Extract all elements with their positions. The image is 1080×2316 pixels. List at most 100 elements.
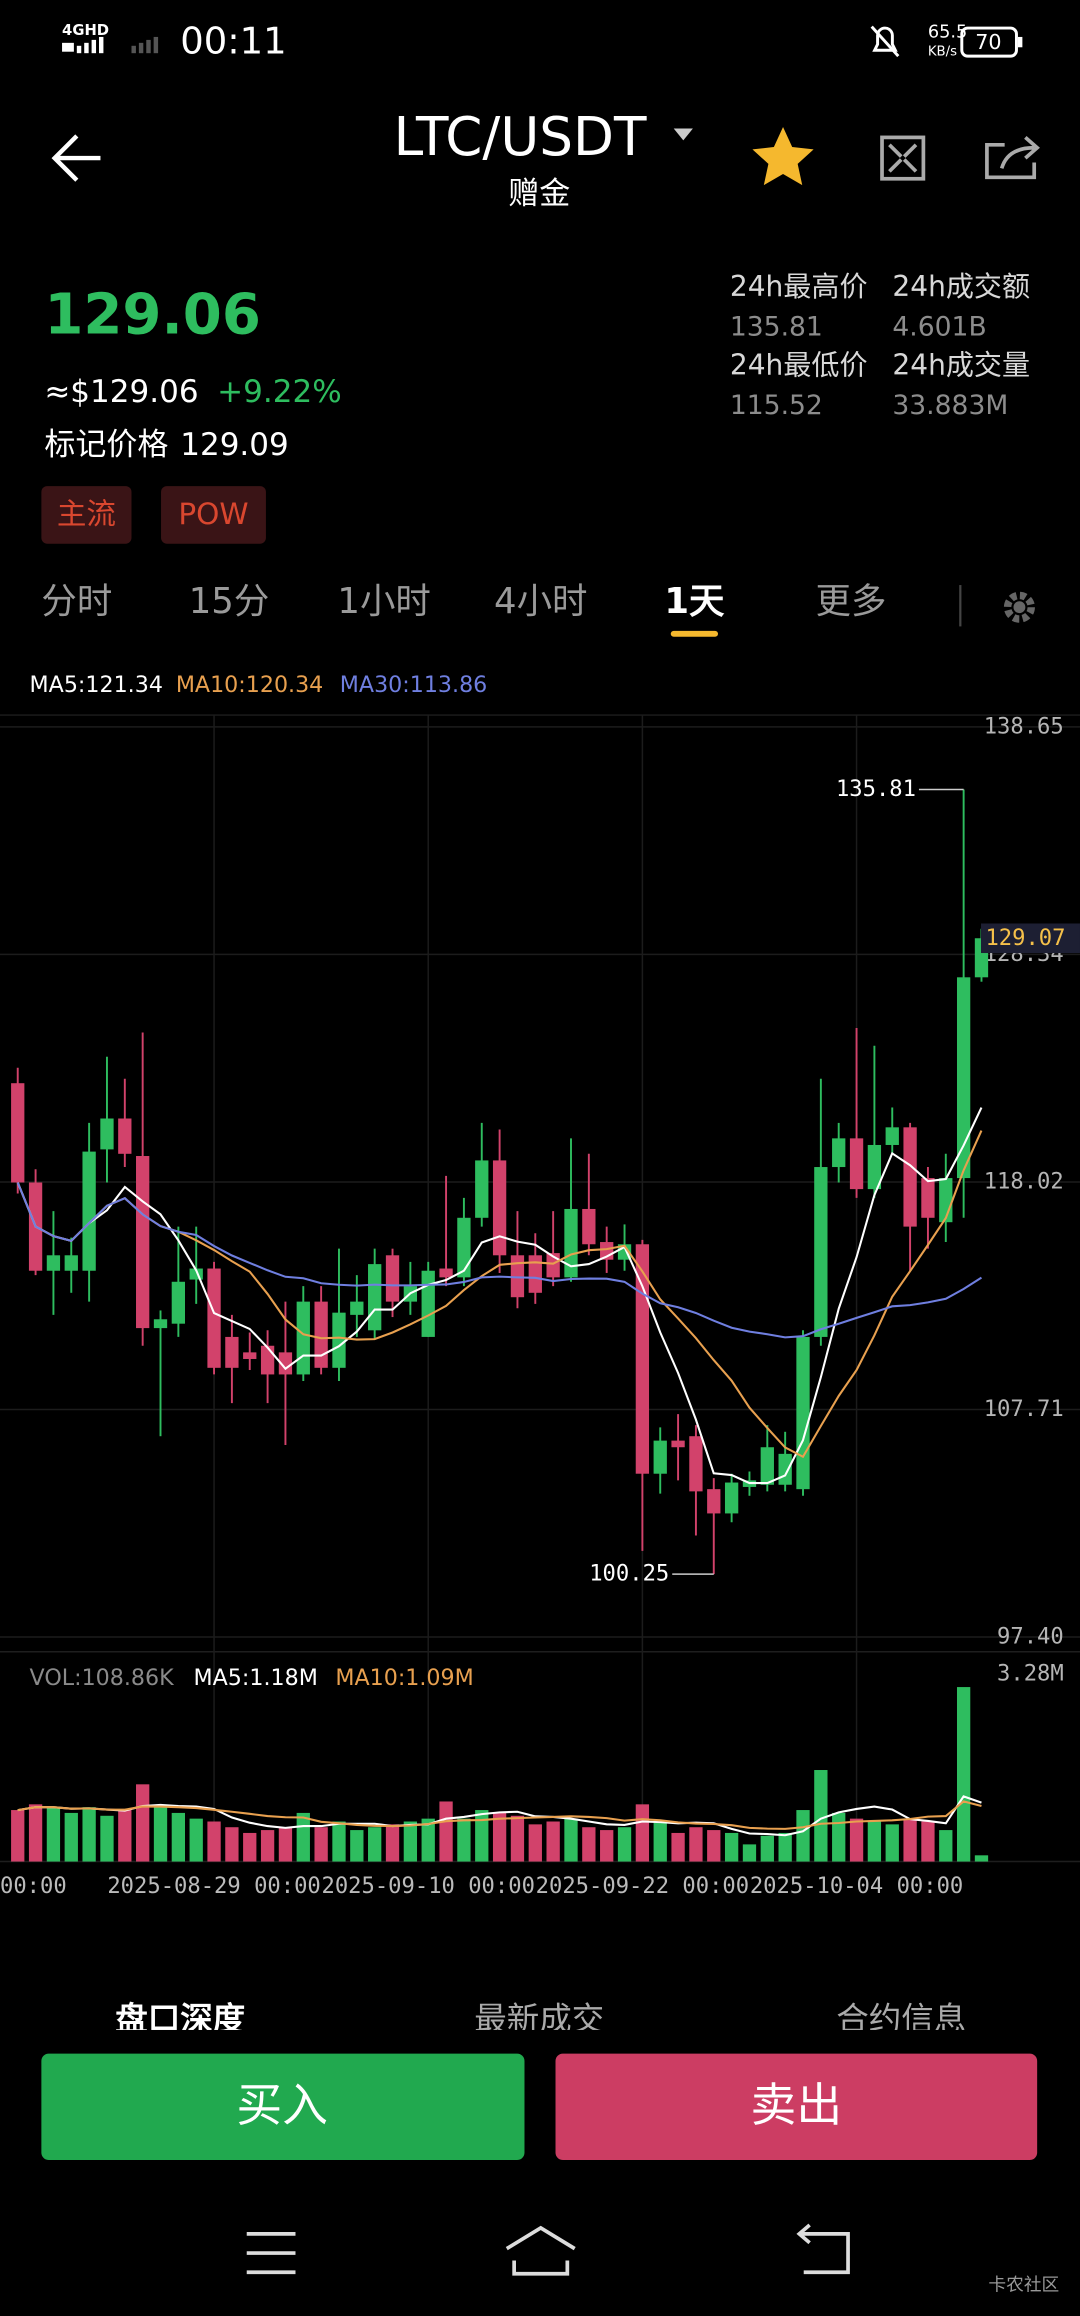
x-tick-label: 00:00 bbox=[0, 1873, 67, 1899]
timeframe-tab[interactable]: 15分 bbox=[189, 581, 270, 622]
home-nav[interactable] bbox=[505, 2225, 576, 2276]
timeframe-tab[interactable]: 分时 bbox=[41, 581, 112, 622]
candle-body bbox=[671, 1440, 685, 1448]
candle-body bbox=[385, 1255, 400, 1302]
candle-body bbox=[724, 1482, 739, 1514]
y-tick-label: 118.02 bbox=[984, 1169, 1064, 1195]
volume-bar bbox=[832, 1812, 846, 1862]
volume-bar bbox=[742, 1844, 757, 1862]
candle-body bbox=[350, 1301, 364, 1315]
tag: 主流 bbox=[57, 497, 116, 531]
mark-label: 标记价格 bbox=[44, 427, 168, 463]
volume-bar bbox=[956, 1687, 971, 1862]
volume-bar bbox=[189, 1818, 203, 1862]
stat-label: 24h最高价 bbox=[730, 270, 868, 303]
volume-bar bbox=[64, 1812, 78, 1862]
fullscreen-button[interactable] bbox=[880, 135, 926, 181]
watermark: 卡农社区 bbox=[988, 2275, 1059, 2296]
volume-bar bbox=[885, 1824, 899, 1862]
ma-line bbox=[16, 1107, 983, 1485]
settings-button[interactable] bbox=[1003, 591, 1035, 623]
share-button[interactable] bbox=[985, 136, 1040, 180]
stat-value: 135.81 bbox=[730, 311, 823, 342]
buy-label[interactable]: 买入 bbox=[236, 2078, 328, 2132]
mute-icon bbox=[870, 25, 900, 58]
mark-price-row: 标记价格 129.09 bbox=[44, 427, 288, 463]
volume-bar bbox=[225, 1827, 239, 1862]
tab-indicator bbox=[670, 630, 719, 637]
candle-body bbox=[867, 1144, 882, 1190]
candle-body bbox=[332, 1312, 346, 1368]
volume-bar bbox=[600, 1830, 614, 1862]
stat-label: 24h最低价 bbox=[730, 348, 868, 381]
volume-bar bbox=[939, 1830, 953, 1862]
volume-bar bbox=[689, 1827, 703, 1862]
candle-body bbox=[100, 1118, 114, 1150]
volume-bar bbox=[492, 1812, 507, 1862]
sell-label[interactable]: 卖出 bbox=[751, 2078, 843, 2132]
pair-dropdown[interactable] bbox=[673, 128, 693, 141]
volume-bar bbox=[260, 1830, 275, 1862]
pair-subtitle: 赠金 bbox=[508, 176, 570, 212]
volume-bar bbox=[118, 1810, 132, 1862]
volume-bar bbox=[171, 1812, 186, 1862]
y-tick-label: 138.65 bbox=[984, 713, 1064, 739]
high-annotation: 135.81 bbox=[836, 776, 916, 802]
volume-tick-label: 3.28M bbox=[997, 1660, 1064, 1686]
timeframe-tab[interactable]: 4小时 bbox=[494, 581, 587, 622]
volume-bar bbox=[546, 1821, 560, 1862]
volume-bar bbox=[100, 1815, 114, 1862]
volume-bar bbox=[350, 1830, 364, 1862]
volume-bar bbox=[867, 1821, 882, 1862]
candle-body bbox=[136, 1156, 150, 1329]
battery-tip bbox=[1017, 36, 1023, 48]
volume-bar bbox=[136, 1784, 150, 1862]
net-speed: 65.5 bbox=[928, 23, 967, 43]
volume-bar bbox=[582, 1827, 596, 1862]
candle-body bbox=[921, 1178, 935, 1218]
candle-body bbox=[885, 1127, 899, 1145]
volume-bar bbox=[724, 1832, 739, 1862]
volume-bar bbox=[617, 1827, 632, 1862]
candle-body bbox=[832, 1138, 846, 1168]
last-price: 129.06 bbox=[44, 282, 261, 347]
network: 4GHD bbox=[62, 22, 109, 39]
candle-body bbox=[207, 1268, 221, 1368]
candle-body bbox=[689, 1436, 703, 1492]
volume-bar bbox=[921, 1821, 935, 1862]
back-button[interactable] bbox=[51, 134, 101, 182]
candle-body bbox=[903, 1127, 917, 1227]
x-tick-label: 2025-10-04 00:00 bbox=[750, 1873, 963, 1899]
buy-button[interactable] bbox=[41, 2053, 525, 2160]
low-annotation: 100.25 bbox=[589, 1561, 669, 1587]
menu-nav[interactable] bbox=[246, 2232, 296, 2275]
volume-bar bbox=[207, 1821, 221, 1862]
candle-body bbox=[368, 1264, 382, 1331]
candle-body bbox=[457, 1217, 471, 1278]
candle-body bbox=[439, 1268, 453, 1278]
back-nav[interactable] bbox=[796, 2223, 850, 2275]
candle-body bbox=[849, 1138, 864, 1190]
volume-bar bbox=[385, 1824, 400, 1862]
stat-value: 4.601B bbox=[892, 311, 986, 342]
candle-body bbox=[564, 1208, 578, 1278]
candle-body bbox=[314, 1301, 328, 1368]
favorite-star[interactable] bbox=[752, 127, 814, 186]
candle-body bbox=[189, 1268, 203, 1280]
sell-button[interactable] bbox=[555, 2053, 1038, 2160]
candle-body bbox=[492, 1160, 507, 1256]
candle-body bbox=[171, 1281, 186, 1324]
timeframe-tab[interactable]: 1天 bbox=[664, 581, 725, 622]
x-tick-label: 2025-09-10 00:00 bbox=[321, 1873, 534, 1899]
candle-body bbox=[653, 1440, 667, 1474]
pair-title[interactable]: LTC/USDT bbox=[394, 106, 647, 168]
volume-bar bbox=[528, 1824, 542, 1862]
volume-bar bbox=[332, 1821, 346, 1862]
timeframe-tab[interactable]: 1小时 bbox=[337, 581, 430, 622]
timeframe-tab[interactable]: 更多 bbox=[816, 581, 887, 622]
signal-2 bbox=[131, 36, 159, 54]
